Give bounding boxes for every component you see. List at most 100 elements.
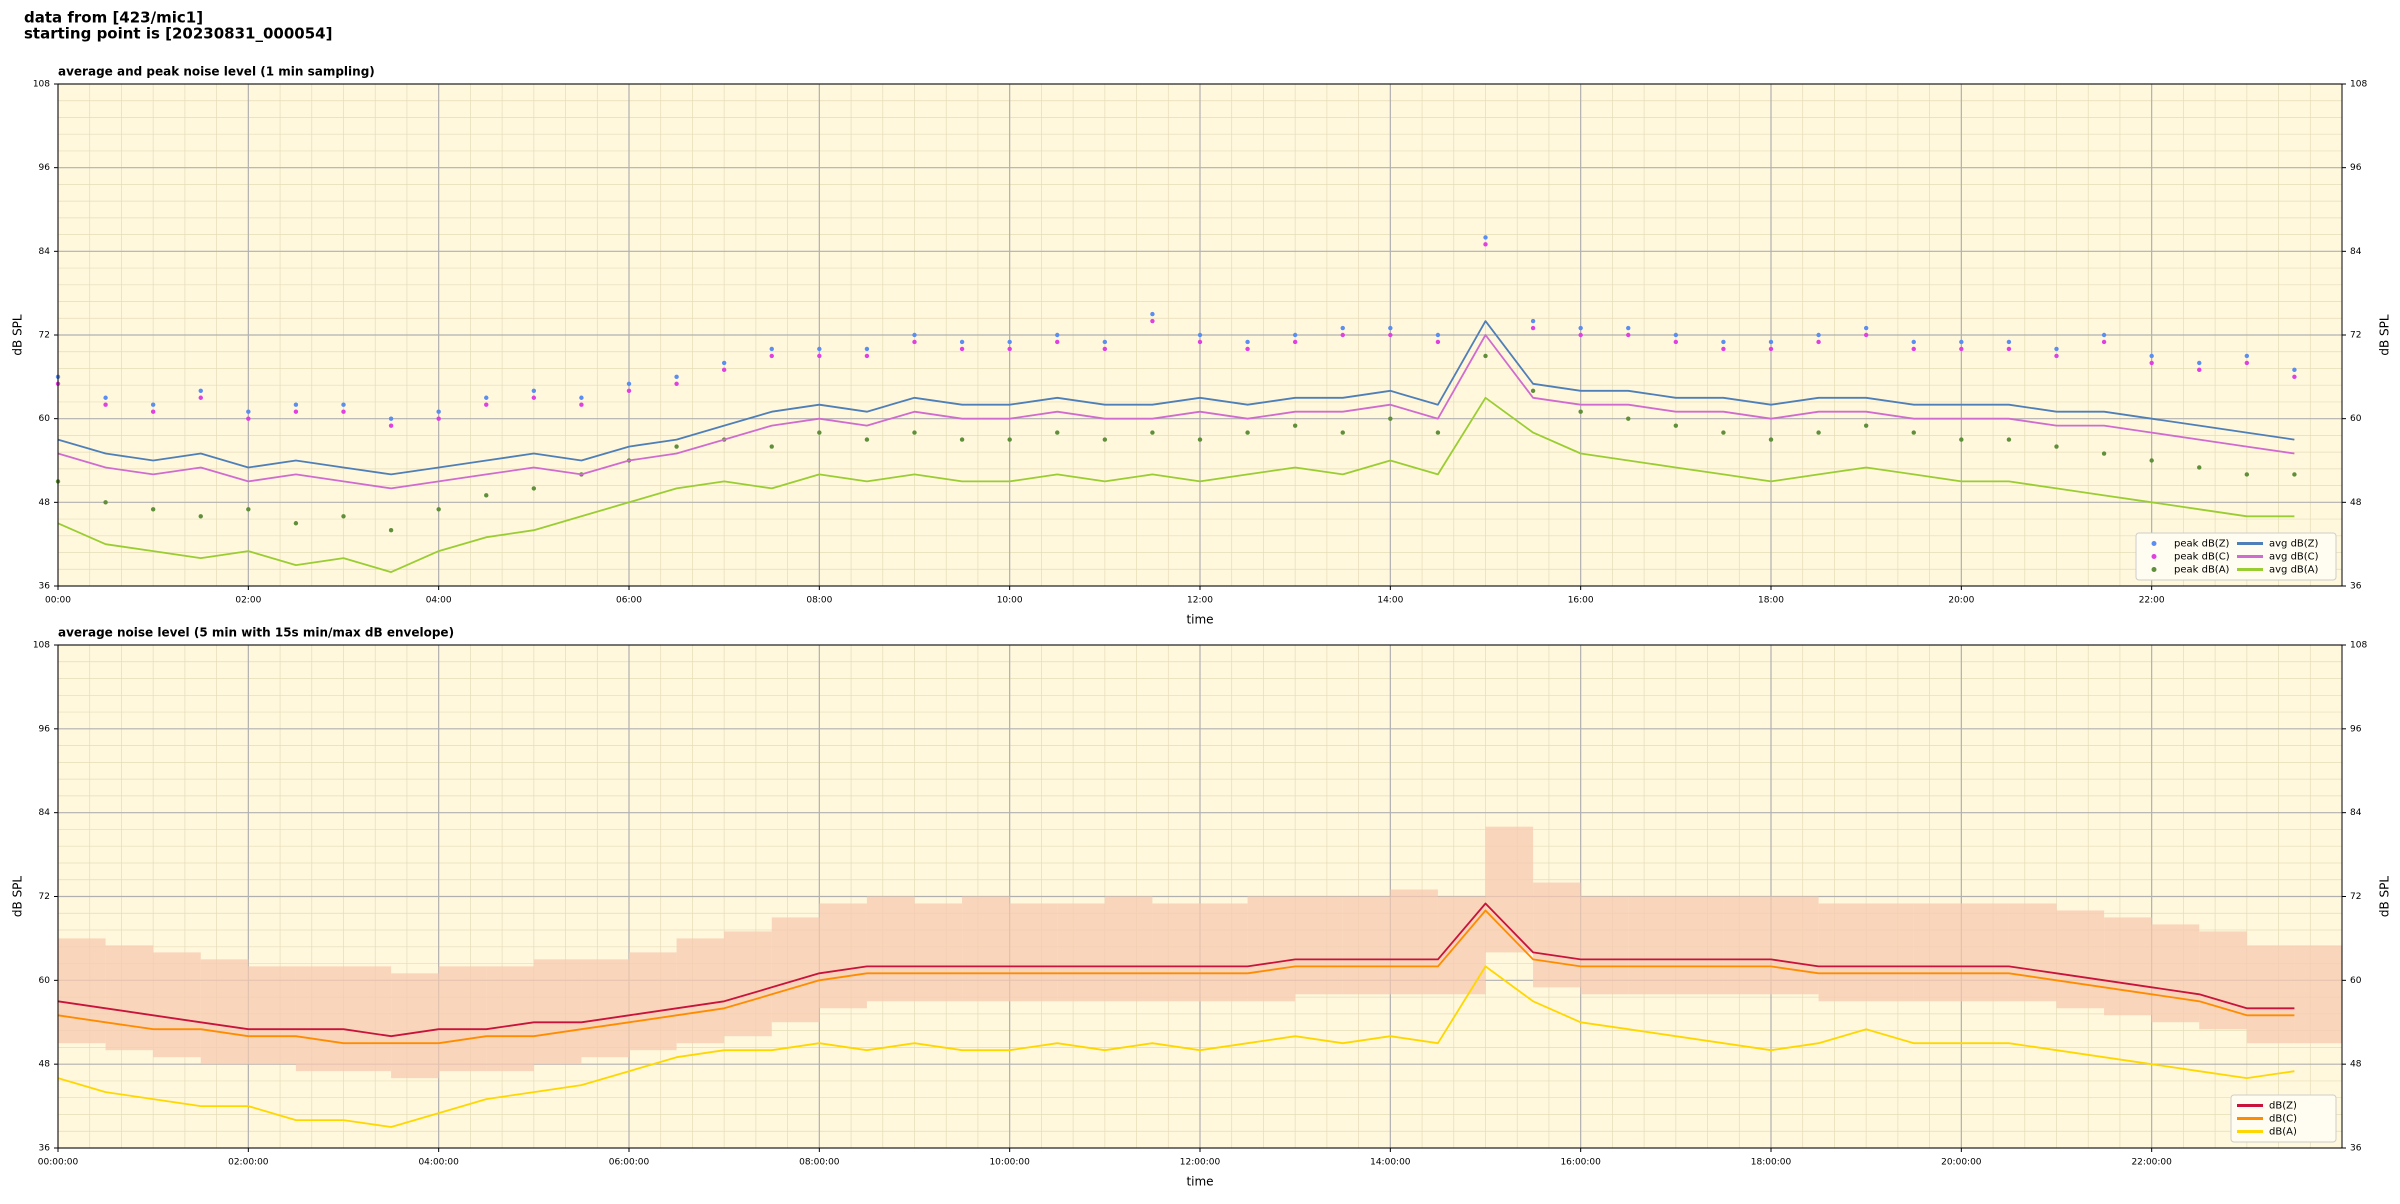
peak-point bbox=[674, 444, 679, 449]
peak-point bbox=[1197, 339, 1203, 345]
envelope-band bbox=[1866, 903, 1914, 1002]
peak-point bbox=[484, 395, 489, 400]
peak-point bbox=[388, 416, 394, 421]
peak-point bbox=[1578, 409, 1583, 414]
peak-point bbox=[1150, 318, 1155, 324]
y-tick-label: 96 bbox=[39, 163, 51, 173]
x-tick-label: 00:00 bbox=[45, 596, 71, 606]
envelope-band bbox=[295, 966, 344, 1072]
peak-point bbox=[1483, 353, 1488, 359]
peak-point bbox=[1863, 332, 1869, 338]
peak-point bbox=[2292, 472, 2297, 477]
peak-point bbox=[1102, 437, 1108, 442]
peak-point bbox=[1721, 346, 1726, 352]
x-tick-label: 12:00:00 bbox=[1180, 1158, 1221, 1168]
x-tick-label: 18:00:00 bbox=[1751, 1158, 1792, 1168]
peak-point bbox=[341, 402, 346, 407]
envelope-band bbox=[438, 966, 487, 1072]
y-tick-label: 108 bbox=[33, 641, 50, 651]
peak-point bbox=[2006, 339, 2012, 345]
peak-point bbox=[1626, 416, 1631, 421]
peak-point bbox=[864, 346, 870, 352]
y-tick-label: 96 bbox=[2350, 163, 2362, 173]
envelope-band bbox=[105, 945, 154, 1051]
series-line bbox=[57, 965, 2295, 1128]
envelope-band bbox=[391, 973, 439, 1079]
peak-point bbox=[1911, 430, 1916, 435]
y-tick-label: 60 bbox=[2350, 976, 2362, 986]
y-tick-label: 36 bbox=[2350, 582, 2362, 592]
y-tick-label: 72 bbox=[39, 331, 50, 341]
peak-point bbox=[1626, 332, 1631, 338]
legend-marker bbox=[2151, 567, 2157, 572]
peak-point bbox=[103, 402, 108, 407]
peak-point bbox=[1863, 325, 1869, 331]
header-line: data from [423/mic1] bbox=[24, 9, 203, 27]
envelope-band bbox=[914, 903, 963, 1002]
peak-point bbox=[1959, 437, 1964, 442]
peak-point bbox=[198, 388, 203, 393]
peak-point bbox=[1245, 339, 1250, 345]
envelope-band bbox=[2104, 917, 2152, 1016]
x-tick-label: 08:00:00 bbox=[799, 1158, 840, 1168]
peak-point bbox=[1388, 325, 1393, 331]
peak-point bbox=[2054, 353, 2059, 359]
peak-point bbox=[484, 493, 489, 498]
plot-frame bbox=[57, 644, 2343, 1149]
x-tick-label: 04:00:00 bbox=[418, 1158, 459, 1168]
y-axis-label: dB SPL bbox=[2378, 876, 2392, 918]
y-tick-label: 72 bbox=[2350, 331, 2361, 341]
legend-label: avg dB(A) bbox=[2269, 565, 2319, 576]
peak-point bbox=[246, 507, 251, 512]
envelope-band bbox=[1580, 896, 1629, 995]
peak-point bbox=[1530, 325, 1536, 331]
peak-point bbox=[1626, 325, 1631, 331]
peak-point bbox=[2054, 444, 2059, 449]
peak-point bbox=[388, 528, 394, 533]
peak-point bbox=[674, 374, 679, 380]
legend-box bbox=[2135, 532, 2337, 581]
peak-point bbox=[246, 409, 251, 414]
envelope-band bbox=[2246, 945, 2295, 1044]
peak-point bbox=[1388, 332, 1393, 338]
peak-point bbox=[2101, 332, 2107, 338]
x-tick-label: 10:00 bbox=[997, 596, 1023, 606]
y-axis-label: dB SPL bbox=[2378, 314, 2392, 356]
envelope-band bbox=[248, 966, 296, 1065]
peak-point bbox=[1150, 430, 1155, 435]
peak-point bbox=[436, 409, 441, 414]
peak-point bbox=[2197, 367, 2202, 373]
peak-point bbox=[1816, 332, 1821, 338]
peak-point bbox=[2006, 437, 2012, 442]
peak-point bbox=[959, 339, 965, 345]
peak-point bbox=[1292, 332, 1298, 338]
x-tick-label: 06:00:00 bbox=[609, 1158, 650, 1168]
x-tick-label: 14:00:00 bbox=[1370, 1158, 1411, 1168]
legend-label: peak dB(C) bbox=[2174, 552, 2230, 563]
envelope-band bbox=[1628, 896, 1676, 995]
peak-point bbox=[436, 507, 441, 512]
y-tick-label: 84 bbox=[2350, 808, 2362, 818]
y-tick-label: 36 bbox=[39, 1144, 51, 1154]
peak-point bbox=[1102, 346, 1108, 352]
y-tick-label: 48 bbox=[39, 498, 51, 508]
series-line bbox=[57, 334, 2295, 490]
legend-label: avg dB(C) bbox=[2269, 552, 2319, 563]
envelope-band bbox=[1818, 903, 1867, 1002]
envelope-band bbox=[343, 966, 392, 1072]
envelope-band bbox=[1247, 896, 1296, 1002]
envelope-band bbox=[1961, 903, 2009, 1002]
x-tick-label: 22:00 bbox=[2139, 596, 2165, 606]
peak-point bbox=[912, 339, 917, 345]
peak-point bbox=[1007, 346, 1012, 352]
chart-title: average noise level (5 min with 15s min/… bbox=[58, 626, 454, 640]
legend-label: peak dB(Z) bbox=[2174, 539, 2230, 550]
peak-point bbox=[1911, 339, 1916, 345]
envelope-band bbox=[1295, 896, 1343, 995]
peak-point bbox=[959, 346, 965, 352]
y-tick-label: 84 bbox=[2350, 247, 2362, 257]
peak-point bbox=[1578, 332, 1583, 338]
x-axis-label: time bbox=[1186, 1175, 1213, 1189]
peak-point bbox=[579, 402, 584, 407]
